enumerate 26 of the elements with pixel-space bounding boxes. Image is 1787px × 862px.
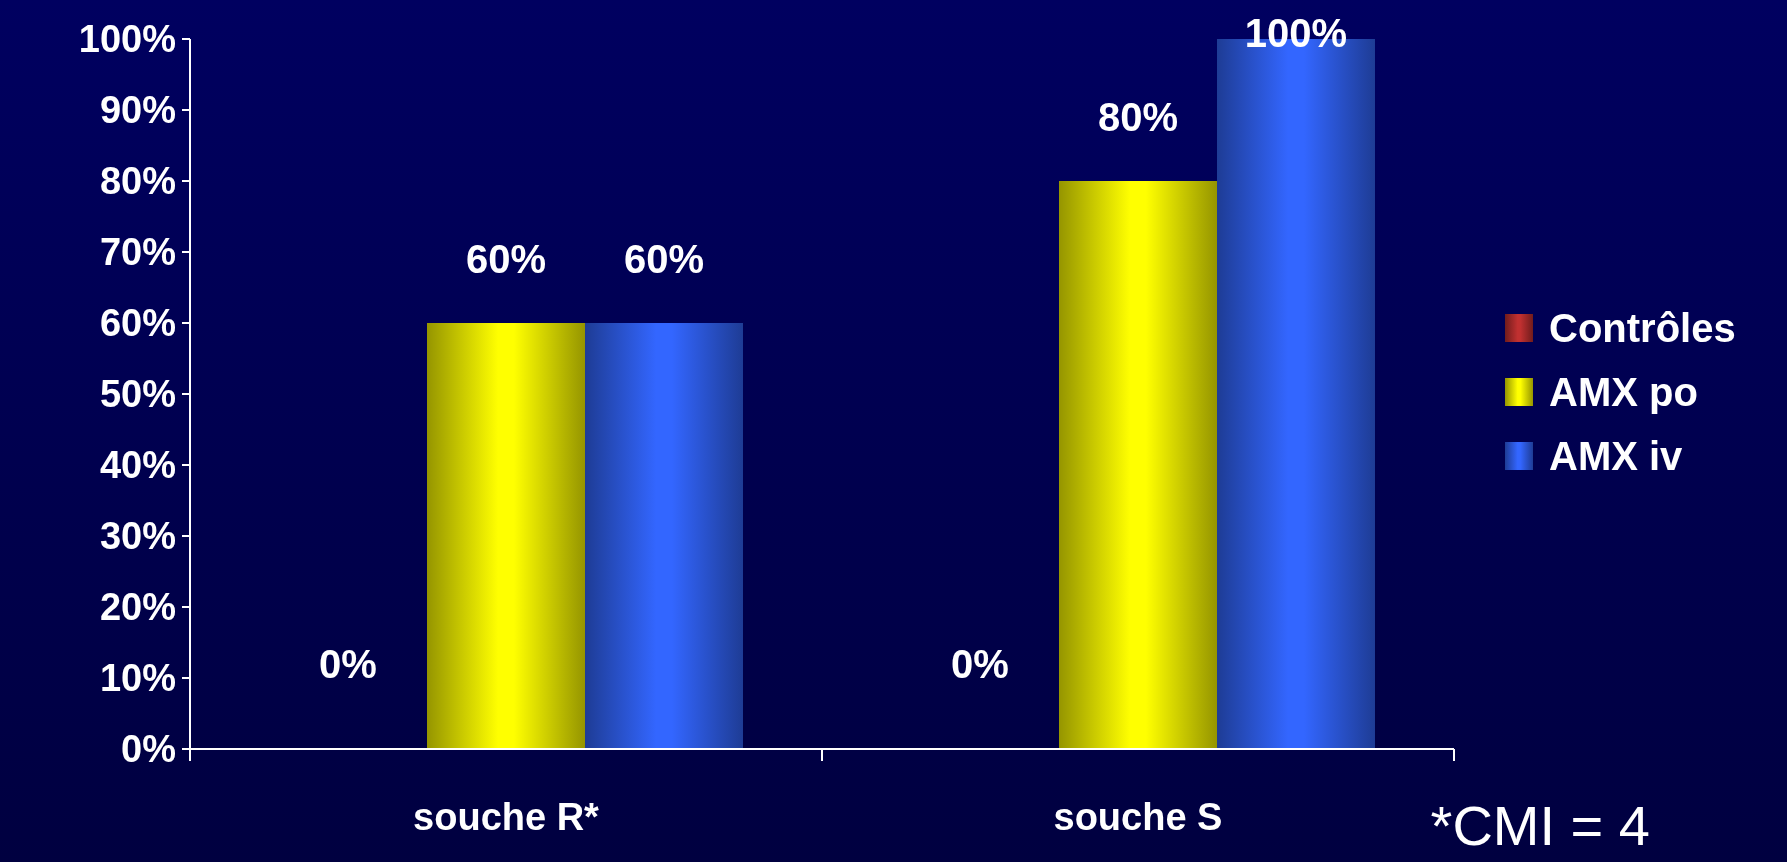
y-tick-label: 30% <box>99 515 176 558</box>
y-tick-label: 20% <box>99 586 176 629</box>
text: 0% <box>319 642 377 686</box>
y-tick-label: 80% <box>99 160 176 203</box>
bar <box>585 323 743 749</box>
text: *CMI = 4 <box>1430 794 1650 857</box>
text: 100% <box>1244 11 1348 55</box>
legend-label: AMX po <box>1549 370 1698 414</box>
text: 60% <box>465 237 547 281</box>
x-tick-label: souche R* <box>413 796 600 838</box>
x-tick-label: souche S <box>1053 796 1223 838</box>
y-tick-label: 60% <box>99 302 176 345</box>
text: 60% <box>623 237 705 281</box>
bar <box>1059 181 1217 749</box>
text: 0% <box>951 642 1009 686</box>
text: 80% <box>1097 95 1179 139</box>
legend-label: AMX iv <box>1549 434 1684 478</box>
y-tick-label: 100% <box>78 18 176 61</box>
y-tick-label: 0% <box>121 728 176 771</box>
y-tick-label: 90% <box>99 89 176 132</box>
y-tick-label: 70% <box>99 231 176 274</box>
y-tick-label: 40% <box>99 444 176 487</box>
legend-label: Contrôles <box>1549 306 1736 350</box>
y-tick-label: 10% <box>99 657 176 700</box>
bar <box>427 323 585 749</box>
y-tick-label: 50% <box>99 373 176 416</box>
